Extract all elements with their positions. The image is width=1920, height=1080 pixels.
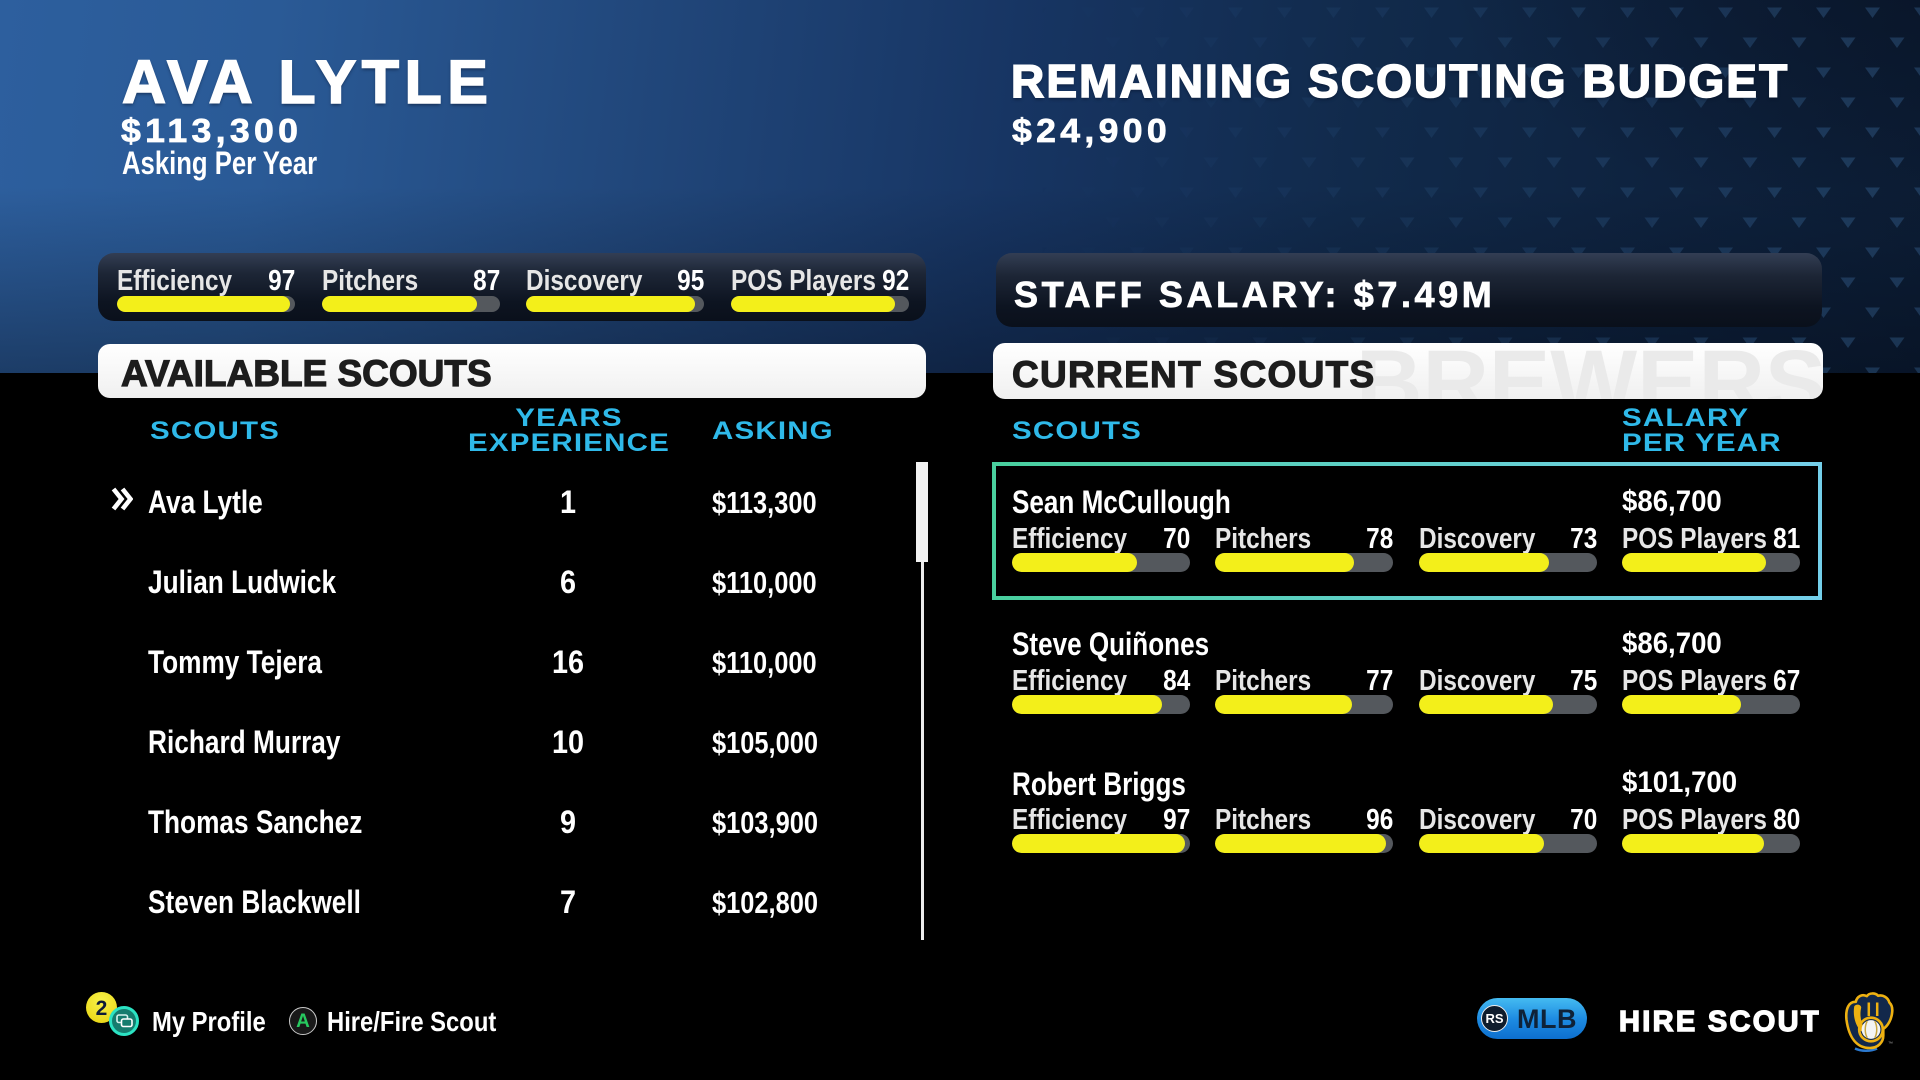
svg-text:™: ™ bbox=[1888, 1041, 1893, 1047]
